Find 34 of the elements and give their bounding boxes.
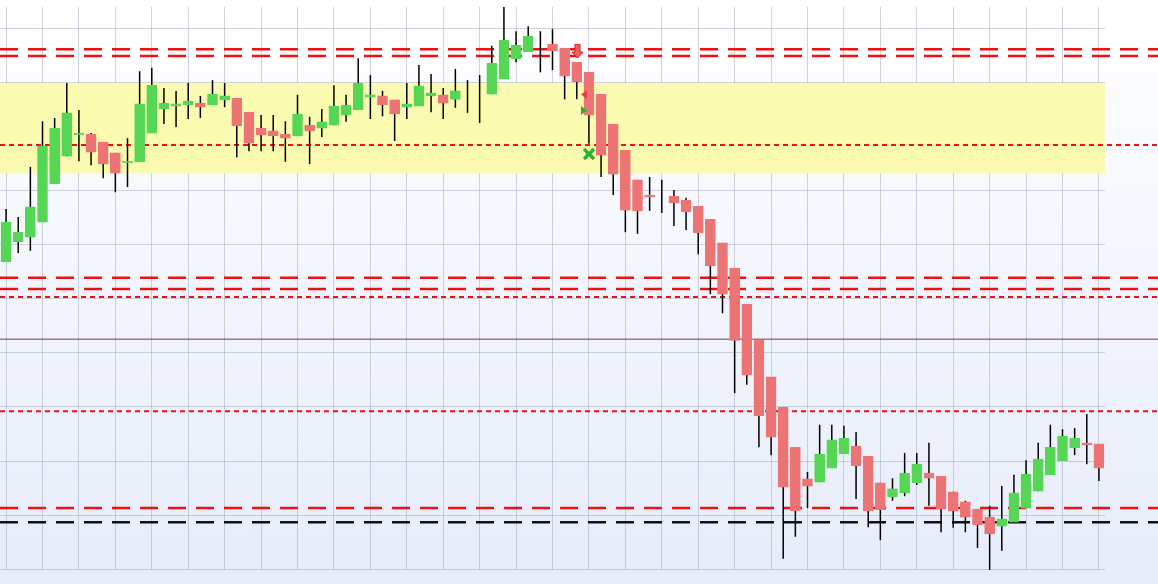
candlestick	[401, 82, 413, 120]
candlestick	[923, 442, 935, 507]
candlestick	[947, 490, 959, 529]
candlestick	[547, 28, 558, 71]
candlestick	[328, 84, 340, 126]
candlestick	[644, 176, 655, 212]
candlestick	[984, 505, 995, 571]
candlestick	[195, 95, 206, 119]
candlestick	[1069, 427, 1080, 456]
candlestick	[996, 485, 1008, 552]
candlestick	[802, 471, 813, 509]
candlestick	[510, 30, 522, 63]
candlestick	[1057, 428, 1068, 462]
candlestick	[110, 152, 121, 193]
candlestick	[85, 132, 97, 166]
candlestick	[450, 68, 461, 109]
candlestick	[292, 94, 303, 137]
candlestick	[413, 64, 425, 107]
candlestick	[1081, 413, 1093, 465]
candlestick	[437, 87, 449, 120]
candlestick	[207, 79, 218, 106]
candlestick	[899, 452, 910, 497]
candlestick	[365, 74, 376, 120]
candlestick	[850, 431, 862, 500]
candlestick	[12, 216, 24, 254]
candlestick	[377, 90, 388, 117]
candlestick	[280, 120, 291, 163]
candlestick	[911, 452, 923, 486]
candlestick	[304, 116, 315, 165]
candlestick	[887, 477, 898, 502]
candlestick	[960, 500, 971, 534]
candlestick	[97, 141, 109, 179]
candlestick	[389, 99, 400, 142]
candlestick	[972, 508, 983, 549]
